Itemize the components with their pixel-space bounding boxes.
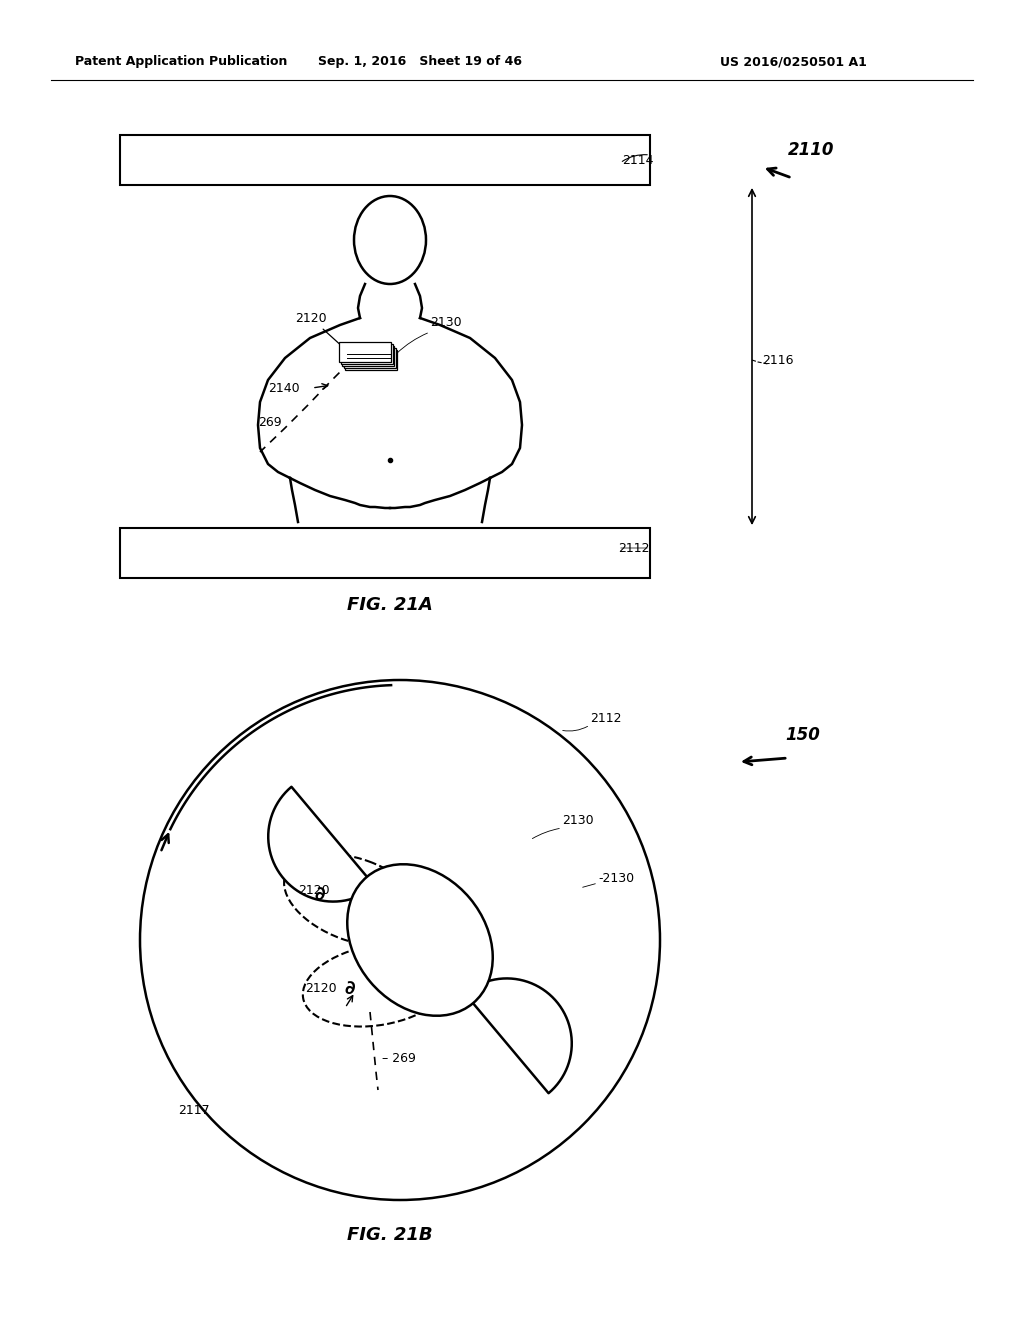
Bar <box>342 346 394 366</box>
Text: 2112: 2112 <box>590 711 622 725</box>
Text: FIG. 21A: FIG. 21A <box>347 597 433 614</box>
Polygon shape <box>268 787 571 1093</box>
Text: 2130: 2130 <box>562 813 594 826</box>
Ellipse shape <box>284 854 426 946</box>
Ellipse shape <box>303 944 454 1027</box>
Text: FIG. 21B: FIG. 21B <box>347 1226 433 1243</box>
Text: 2140: 2140 <box>268 381 300 395</box>
Bar <box>339 342 391 362</box>
Bar <box>341 345 392 364</box>
Text: $\mathbf{\partial}$: $\mathbf{\partial}$ <box>344 978 356 998</box>
Text: 150: 150 <box>785 726 820 744</box>
Text: 2117: 2117 <box>178 1104 210 1117</box>
Text: US 2016/0250501 A1: US 2016/0250501 A1 <box>720 55 867 69</box>
Bar <box>120 528 650 578</box>
Text: 2114: 2114 <box>622 153 653 166</box>
Text: 2112: 2112 <box>618 541 649 554</box>
Bar <box>343 348 395 368</box>
Text: $\mathbf{\partial}$: $\mathbf{\partial}$ <box>314 886 326 904</box>
Ellipse shape <box>354 195 426 284</box>
Text: 2120: 2120 <box>295 312 352 355</box>
Text: 2110: 2110 <box>788 141 835 158</box>
Text: Patent Application Publication: Patent Application Publication <box>75 55 288 69</box>
Text: 2120: 2120 <box>298 883 330 896</box>
Ellipse shape <box>140 680 660 1200</box>
Text: Sep. 1, 2016   Sheet 19 of 46: Sep. 1, 2016 Sheet 19 of 46 <box>318 55 522 69</box>
Ellipse shape <box>347 865 493 1016</box>
Text: 269: 269 <box>258 416 282 429</box>
Bar <box>120 135 650 185</box>
Bar <box>345 350 397 370</box>
Text: -2130: -2130 <box>598 871 634 884</box>
Text: – 269: – 269 <box>382 1052 416 1064</box>
Text: 2120: 2120 <box>305 982 337 994</box>
Text: 2116: 2116 <box>762 354 794 367</box>
Text: 2130: 2130 <box>430 317 462 330</box>
